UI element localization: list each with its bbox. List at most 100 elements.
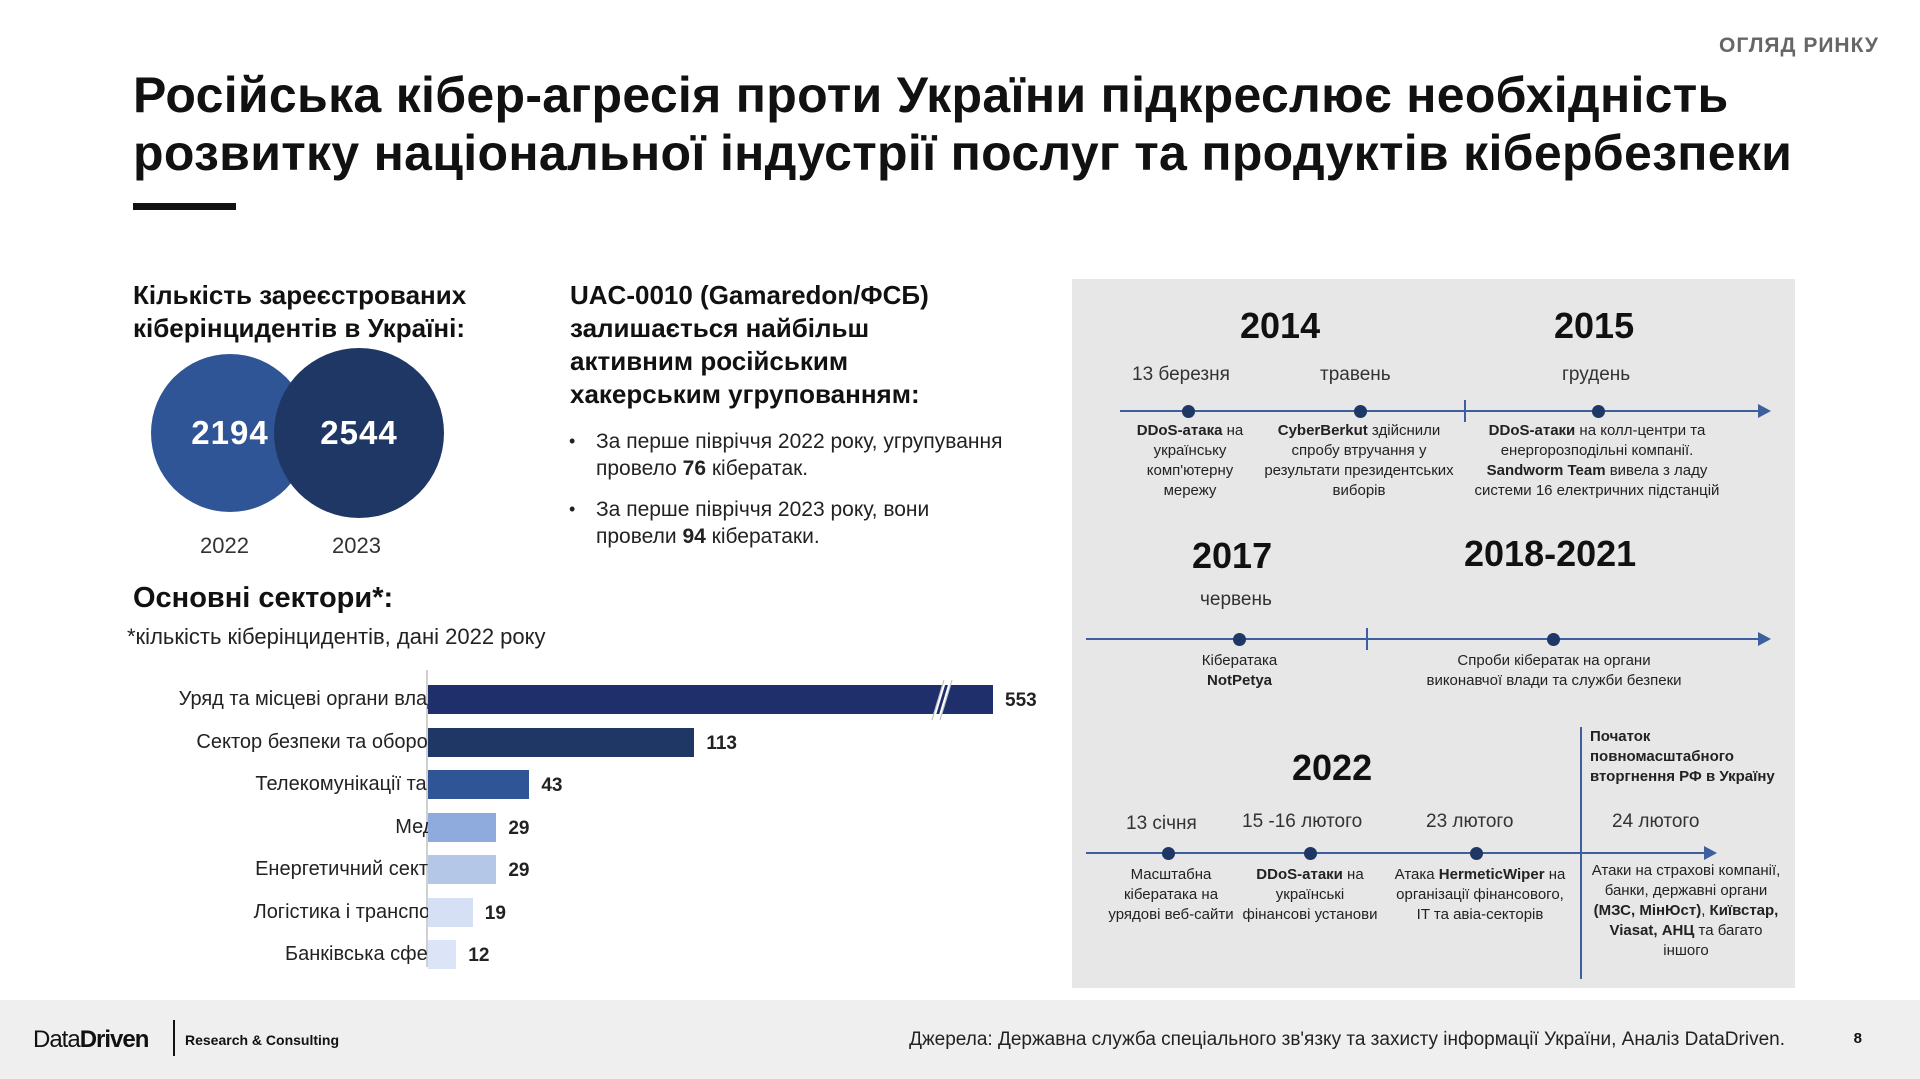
incidents-2022-year: 2022	[200, 533, 249, 558]
bar-row: Телекомунікації та IT 43	[40, 767, 1060, 803]
timeline-event-desc: Кібератака	[1201, 652, 1278, 669]
timeline-arrow-icon	[1758, 632, 1771, 646]
timeline-year-2018-2021: 2018-2021	[1464, 533, 1637, 574]
bar-chart-axis	[426, 670, 428, 967]
timeline-event-text: DDoS-атака на українську комп'ютерну мер…	[1120, 421, 1260, 501]
page-number: 8	[1853, 1030, 1862, 1047]
timeline-dot	[1162, 847, 1175, 860]
timeline-event-desc: ,	[1701, 902, 1710, 919]
sectors-note: *кількість кіберінцидентів, дані 2022 ро…	[127, 624, 546, 649]
bar-row: Сектор безпеки та оборони 113	[40, 725, 1060, 761]
bar-value-label: 553	[1005, 690, 1037, 711]
timeline-axis	[1086, 638, 1760, 640]
timeline-date: червень	[1200, 589, 1272, 610]
bar-category-label: Енергетичний сектор	[255, 858, 450, 880]
timeline-year-2022: 2022	[1292, 747, 1373, 788]
bar-value-label: 113	[706, 732, 737, 754]
timeline-year-2015: 2015	[1554, 305, 1635, 346]
bar-category-label: Медіа	[395, 815, 450, 838]
incidents-2023-circle: 2544	[274, 348, 444, 518]
timeline-axis	[1086, 852, 1706, 854]
timeline-event-bold: (МЗС, МінЮст)	[1593, 902, 1702, 919]
bar-category-label: Телекомунікації та IT	[255, 773, 450, 795]
timeline-event-bold: DDoS-атаки	[1256, 866, 1343, 883]
uac-heading-line3: активним російським	[570, 346, 849, 376]
uac-bullet2-number: 94	[682, 525, 706, 548]
timeline-date: 15 -16 лютого	[1242, 811, 1363, 832]
bar-value-label: 19	[484, 902, 506, 924]
timeline-axis	[1120, 410, 1760, 412]
invasion-label: Початок повномасштабного вторгнення РФ в…	[1590, 728, 1775, 785]
bar	[428, 770, 530, 799]
bar-category-label: Логістика і транспорт	[253, 900, 450, 923]
incidents-2022-value: 2194	[191, 414, 269, 451]
timeline-event-bold: CyberBerkut	[1277, 422, 1368, 439]
logo-text: Data	[33, 1026, 81, 1053]
bar	[428, 727, 695, 757]
bar-category-label: Сектор безпеки та оборони	[196, 730, 450, 753]
timeline-event-desc: на організації фінансового, IT та авіа-с…	[1396, 866, 1566, 923]
bar	[428, 940, 457, 969]
timeline-event-desc: Атаки на страхові компанії, банки, держа…	[1591, 862, 1781, 899]
timeline-year-2014: 2014	[1240, 305, 1321, 346]
bar	[428, 897, 473, 927]
incidents-heading: Кількість зареєстрованих кіберінцидентів…	[133, 279, 553, 345]
incidents-heading-line2: кіберінцидентів в Україні:	[133, 313, 466, 343]
timeline-dot	[1182, 405, 1195, 418]
timeline-event-text: CyberBerkut здійснили спробу втручання у…	[1254, 421, 1464, 501]
timeline-date: грудень	[1562, 364, 1631, 385]
timeline-event-text: DDoS-атаки на українські фінансові устан…	[1240, 865, 1380, 925]
timeline-event-text: Масштабна кібератака на урядові веб-сайт…	[1108, 866, 1234, 923]
uac-heading-line4: хакерським угрупованням:	[570, 379, 920, 409]
axis-break-icon	[931, 678, 953, 722]
datadriven-logo: DataDriven	[33, 1026, 150, 1054]
timeline-year-separator	[1464, 400, 1466, 422]
timeline-dot	[1592, 405, 1605, 418]
uac-bullet1-text: За перше півріччя 2022 року, угрупування…	[596, 430, 1003, 480]
uac-heading: UAC-0010 (Gamaredon/ФСБ) залишається най…	[570, 279, 1010, 411]
timeline-event-bold: Sandworm Team	[1486, 462, 1606, 479]
timeline-date: 23 лютого	[1426, 811, 1514, 832]
bar-category-label: Уряд та місцеві органи влади	[178, 688, 450, 710]
uac-bullet2-text: За перше півріччя 2023 року, вони провел…	[596, 498, 930, 548]
bar-value-label: 29	[508, 860, 530, 881]
timeline-dot	[1354, 405, 1367, 418]
timeline-event-bold: DDoS-атаки	[1488, 422, 1576, 439]
logo-text-bold: Driven	[79, 1026, 150, 1053]
timeline-event-desc: Атака	[1394, 866, 1439, 883]
bar-value-label: 12	[468, 945, 490, 966]
timeline-event-desc: на українські фінансові установи	[1242, 866, 1378, 923]
bar-row: Енергетичний сектор 29	[40, 852, 1060, 888]
uac-bullets: За перше півріччя 2022 року, угрупування…	[565, 428, 1010, 564]
section-tag: ОГЛЯД РИНКУ	[1718, 34, 1879, 57]
incidents-heading-line1: Кількість зареєстрованих	[133, 280, 467, 310]
timeline-dot	[1233, 633, 1246, 646]
bar-row: Уряд та місцеві органи влади 553	[40, 679, 1060, 721]
title-underline	[133, 203, 236, 210]
timeline-event-desc: здійснили спробу втручання у результати …	[1264, 422, 1454, 499]
timeline-event-text: Кібератака NotPetya	[1172, 651, 1307, 691]
timeline-event-bold: HermeticWiper	[1438, 866, 1545, 883]
sources-note: Джерела: Державна служба спеціального зв…	[909, 1029, 1785, 1050]
bar-row: Медіа 29	[40, 810, 1060, 846]
page-title-line1: Російська кібер-агресія проти України пі…	[133, 67, 1729, 123]
timeline-event-desc: вивела з ладу системи 16 електричних під…	[1474, 462, 1720, 499]
timeline-dot	[1547, 633, 1560, 646]
bar-row: Логістика і транспорт 19	[40, 895, 1060, 931]
incidents-2023-year: 2023	[332, 533, 381, 558]
timeline-event-bold: DDoS-атака	[1136, 422, 1223, 439]
timeline-event-text: Атака HermeticWiper на організації фінан…	[1390, 865, 1570, 925]
page-title: Російська кібер-агресія проти України пі…	[133, 66, 1893, 182]
timeline-dot	[1304, 847, 1317, 860]
timeline-year-2017: 2017	[1192, 535, 1273, 576]
page-title-line2: розвитку національної індустрії послуг т…	[133, 125, 1793, 181]
bar-value-label: 29	[508, 817, 530, 839]
timeline-arrow-icon	[1704, 846, 1717, 860]
uac-bullet2-tail: кібератаки.	[705, 525, 820, 548]
uac-heading-line1: UAC-0010 (Gamaredon/ФСБ)	[570, 280, 929, 310]
timeline-event-bold: NotPetya	[1206, 672, 1273, 689]
timeline-date: 13 січня	[1126, 813, 1197, 834]
timeline-event-desc: на колл-центри та енергорозподільні комп…	[1500, 422, 1706, 459]
timeline-event-text: Спроби кібератак на органи виконавчої вл…	[1426, 652, 1682, 689]
uac-bullet-2022: За перше півріччя 2022 року, угрупування…	[565, 428, 1010, 482]
